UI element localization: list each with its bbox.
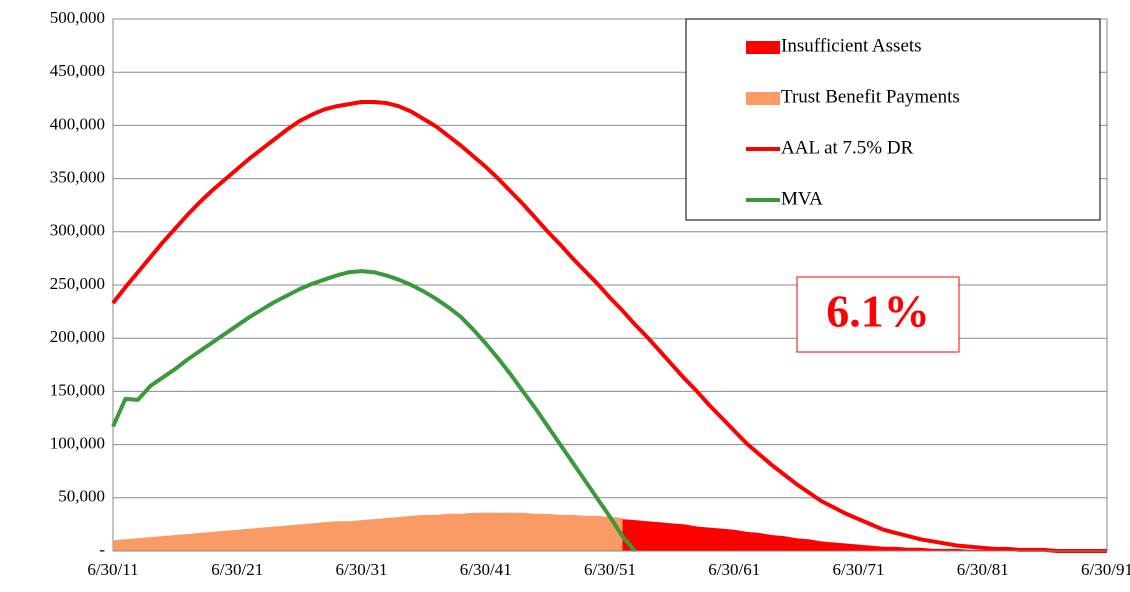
line (111, 99, 1107, 553)
x-tick-label: 6/30/31 (336, 560, 388, 579)
x-tick-label: 6/30/91 (1081, 560, 1130, 579)
y-tick-label: 400,000 (50, 114, 105, 133)
x-tick-label: 6/30/71 (833, 560, 885, 579)
y-tick-label: - (99, 540, 105, 559)
annotation: 6.1% (826, 286, 930, 337)
x-tick-label: 6/30/41 (460, 560, 512, 579)
x-tick-label: 6/30/21 (211, 560, 263, 579)
x-tick-label: 6/30/11 (87, 560, 138, 579)
x-tick-label: 6/30/51 (584, 560, 636, 579)
y-tick-label: 150,000 (50, 380, 105, 399)
legend-label: Trust Benefit Payments (781, 86, 960, 107)
y-tick-label: 300,000 (50, 221, 105, 240)
y-tick-label: 500,000 (50, 8, 105, 27)
y-tick-label: 450,000 (50, 61, 105, 80)
line (111, 269, 637, 553)
y-tick-label: 100,000 (50, 434, 105, 453)
annotation-box (796, 276, 960, 353)
x-tick-label: 6/30/81 (957, 560, 1009, 579)
legend-label: Insufficient Assets (781, 35, 922, 56)
legend-label: MVA (781, 188, 823, 209)
legend-label: AAL at 7.5% DR (781, 137, 914, 158)
legend-swatch (746, 41, 780, 54)
x-tick-label: 6/30/61 (708, 560, 760, 579)
y-tick-label: 250,000 (50, 274, 105, 293)
area (622, 519, 1107, 551)
legend-swatch (746, 92, 780, 105)
legend: Insufficient Assets Trust Benefit Payment… (746, 35, 960, 209)
y-tick-label: 350,000 (50, 168, 105, 187)
y-tick-label: 200,000 (50, 327, 105, 346)
area (113, 512, 623, 551)
y-tick-label: 50,000 (58, 487, 105, 506)
